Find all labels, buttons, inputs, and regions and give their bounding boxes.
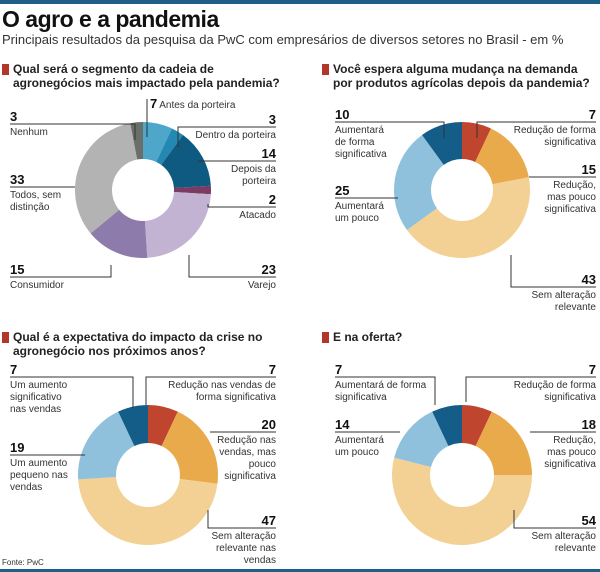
leader-line [476,121,596,138]
label-reducao-vendas-forte: 7 Redução nas vendas de forma significati… [168,362,276,403]
label-oferta-sem-alteracao: 54 Sem alteração relevante [531,513,596,554]
label-aumentara-forte: 10 Aumentará de forma significativa [335,107,387,160]
donut-slice [143,122,172,162]
donut-slice [78,477,218,545]
label-sem-alteracao-vendas: 47 Sem alteração relevante nas vendas [211,513,276,566]
leader-line [465,376,596,402]
label-varejo: 23 Varejo [247,262,276,291]
leader-line [207,510,276,529]
donut-slice [148,405,178,447]
leader-line [177,126,276,147]
leader-line [10,376,134,408]
top-bar [0,0,600,4]
marker-icon [2,64,9,75]
donut-slice [78,411,135,480]
donut-slice [475,411,532,475]
chart-1-question: Qual será o segmento da cadeia de agrone… [2,62,292,90]
source-note: Fonte: PwC [2,558,44,567]
donut-chart-4 [392,405,532,545]
leader-line [10,265,112,278]
donut-slice [392,457,532,545]
label-antes: 7 Antes da porteira [150,96,236,111]
leader-line [207,204,276,208]
leader-line [335,376,436,405]
donut-chart-1 [74,122,211,258]
label-nenhum: 3 Nenhum [10,109,48,138]
marker-icon [322,64,329,75]
label-aumento-pequeno: 19 Um aumento pequeno nas vendas [10,440,68,493]
label-reducao-forte: 7 Redução de forma significativa [513,107,596,148]
donut-slice [394,134,444,230]
leader-lines [10,99,596,529]
label-dentro: 3 Dentro da porteira [195,112,276,141]
donut-slice [118,405,148,447]
label-consumidor: 15 Consumidor [10,262,64,291]
label-reducao-vendas-pouco: 20 Redução nas vendas, mas pouco signific… [217,417,276,482]
donut-slice [130,122,143,160]
donut-slice [462,405,492,447]
label-oferta-reducao-forte: 7 Redução de forma significativa [513,362,596,403]
label-atacado: 2 Atacado [239,192,276,221]
label-todos: 33 Todos, sem distinção [10,172,62,213]
label-oferta-aumentara-forte: 7 Aumentará de forma significativa [335,362,427,403]
marker-icon [2,332,9,343]
donut-chart-3 [78,405,218,545]
donut-slice [74,123,138,234]
chart-4-question: E na oferta? [322,330,598,344]
donut-slice [90,209,148,258]
leader-line [10,123,136,140]
marker-icon [322,332,329,343]
donut-slice [394,411,449,468]
donut-slice [173,185,211,195]
leader-line [188,255,276,278]
leader-line [510,255,596,288]
donut-slice [406,177,530,258]
leader-line [335,121,445,138]
donut-slice [475,128,529,185]
donut-slice [432,405,462,447]
page-title: O agro e a pandemia [2,6,219,32]
donut-slice [144,191,211,258]
label-depois: 14 Depois da porteira [230,146,276,187]
leader-line [513,510,596,529]
label-oferta-reducao-pouco: 18 Redução, mas pouco significativa [544,417,596,470]
chart-3-question: Qual é a expectativa do impacto da crise… [2,330,292,358]
donut-slice [462,122,491,162]
label-aumentara-pouco: 25 Aumentará um pouco [335,183,384,224]
donut-slice [161,411,218,484]
donut-slice [422,122,462,165]
donut-slice [156,128,183,165]
leader-line [145,376,276,405]
chart-2-question: Você espera alguma mudança na demanda po… [322,62,598,90]
label-reducao-pouco: 15 Redução, mas pouco significativa [544,162,596,215]
donut-chart-2 [394,122,530,258]
page-subtitle: Principais resultados da pesquisa da PwC… [2,32,564,47]
label-aumento-significativo: 7 Um aumento significativo nas vendas [10,362,68,415]
label-oferta-aumentara-pouco: 14 Aumentará um pouco [335,417,384,458]
bottom-bar [0,569,600,572]
label-sem-alteracao: 43 Sem alteração relevante [531,272,596,313]
donut-slice [161,134,211,189]
